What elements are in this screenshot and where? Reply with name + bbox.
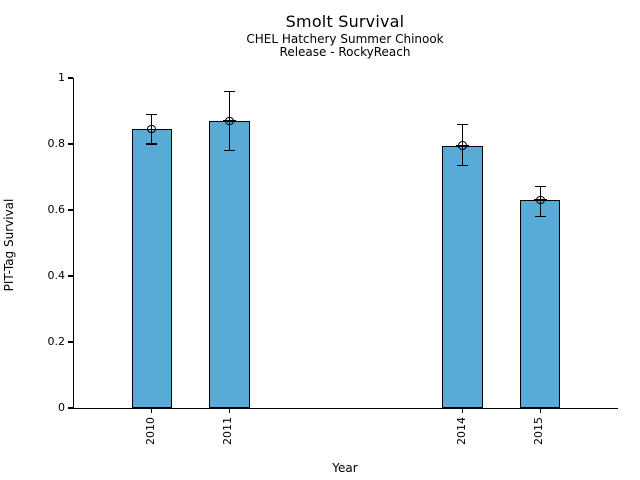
bar-2014 (442, 145, 483, 408)
y-axis-tick (67, 77, 73, 79)
y-axis-tick (67, 209, 73, 211)
error-bar-cap-bottom (457, 164, 469, 167)
y-axis-tick (67, 143, 73, 145)
y-axis-label: PIT-Tag Survival (2, 198, 16, 292)
marker-circle (147, 124, 156, 134)
error-bar-cap-top (457, 123, 469, 125)
chart-title: Smolt Survival (285, 12, 405, 31)
error-bar-cap-bottom (223, 150, 235, 152)
y-axis-tick (67, 275, 73, 277)
y-tick-label: 0.4 (47, 269, 66, 282)
plot-area (67, 77, 618, 413)
chart-subtitle-line2: Release - RockyReach (279, 45, 411, 59)
bar-2015 (520, 200, 561, 408)
y-axis-tick (67, 407, 73, 409)
x-axis-tick (461, 408, 464, 413)
marker-circle (535, 195, 545, 205)
chart-subtitle-line1: CHEL Hatchery Summer Chinook (246, 32, 444, 46)
error-bar-cap-top (146, 113, 158, 115)
x-axis-label: Year (332, 461, 358, 475)
y-tick-label: 0.2 (47, 335, 66, 348)
y-axis-tick (67, 341, 73, 343)
x-tick-label: 2014 (454, 417, 468, 445)
x-tick-label: 2010 (143, 417, 157, 445)
bar-2011 (209, 120, 250, 408)
x-tick-label: 2011 (221, 417, 235, 445)
error-bar-cap-top (534, 186, 546, 188)
error-bar-cap-bottom (534, 216, 546, 218)
marker-circle (458, 141, 467, 150)
circle-plus-marker-icon (456, 139, 470, 153)
y-tick-label: 1 (58, 71, 65, 84)
error-bar-cap-bottom (146, 143, 158, 145)
y-tick-label: 0.6 (47, 203, 66, 216)
marker-circle (225, 116, 234, 126)
error-bar-cap-top (223, 90, 235, 92)
y-tick-label: 0 (58, 401, 65, 414)
bar-2010 (131, 129, 172, 408)
circle-plus-marker-icon (222, 114, 236, 128)
x-tick-label: 2015 (532, 417, 546, 445)
x-axis-tick (228, 408, 231, 413)
x-axis-tick (539, 408, 541, 413)
circle-plus-marker-icon (145, 122, 159, 136)
circle-plus-marker-icon (533, 193, 547, 207)
x-axis-tick (151, 408, 153, 413)
y-tick-label: 0.8 (47, 137, 66, 150)
